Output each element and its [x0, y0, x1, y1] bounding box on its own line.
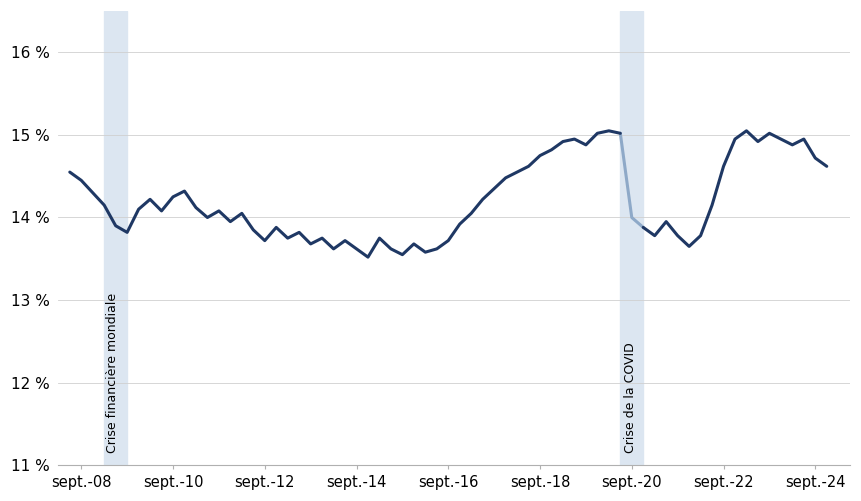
- Text: Crise de la COVID: Crise de la COVID: [623, 342, 635, 453]
- Text: Crise financière mondiale: Crise financière mondiale: [107, 293, 120, 453]
- Bar: [620, 11, 642, 465]
- Bar: [104, 11, 127, 465]
